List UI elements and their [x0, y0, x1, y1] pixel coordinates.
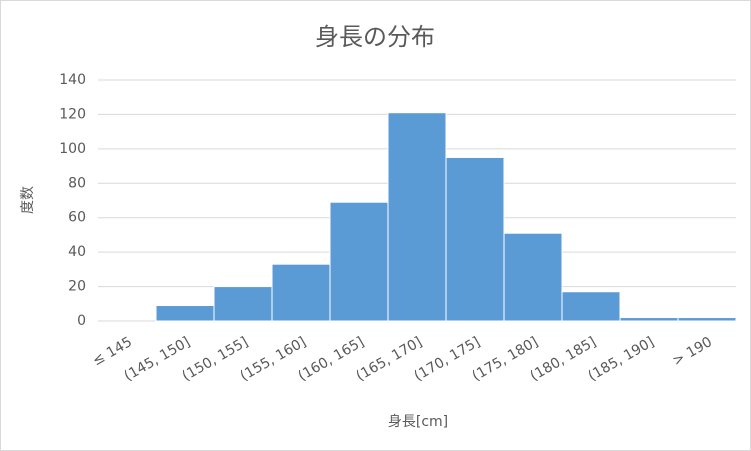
bar	[271, 263, 331, 322]
chart-title: 身長の分布	[315, 23, 435, 51]
bar	[503, 232, 563, 322]
y-tick-label: 100	[59, 141, 86, 157]
y-tick-label: 120	[59, 106, 86, 122]
y-axis-label: 度数	[20, 186, 36, 214]
bar	[619, 317, 679, 322]
y-tick-label: 80	[68, 175, 86, 191]
bar	[561, 291, 621, 322]
bar	[329, 201, 389, 322]
bar	[213, 286, 273, 322]
y-tick-label: 140	[59, 72, 86, 88]
bar	[677, 317, 737, 322]
bar	[155, 305, 215, 322]
bar	[387, 112, 447, 322]
x-axis-label: 身長[cm]	[388, 414, 448, 430]
y-tick-label: 40	[68, 244, 86, 260]
y-tick-label: 0	[77, 313, 86, 329]
y-tick-label: 20	[68, 279, 86, 295]
bar	[445, 156, 505, 322]
y-tick-label: 60	[68, 210, 86, 226]
